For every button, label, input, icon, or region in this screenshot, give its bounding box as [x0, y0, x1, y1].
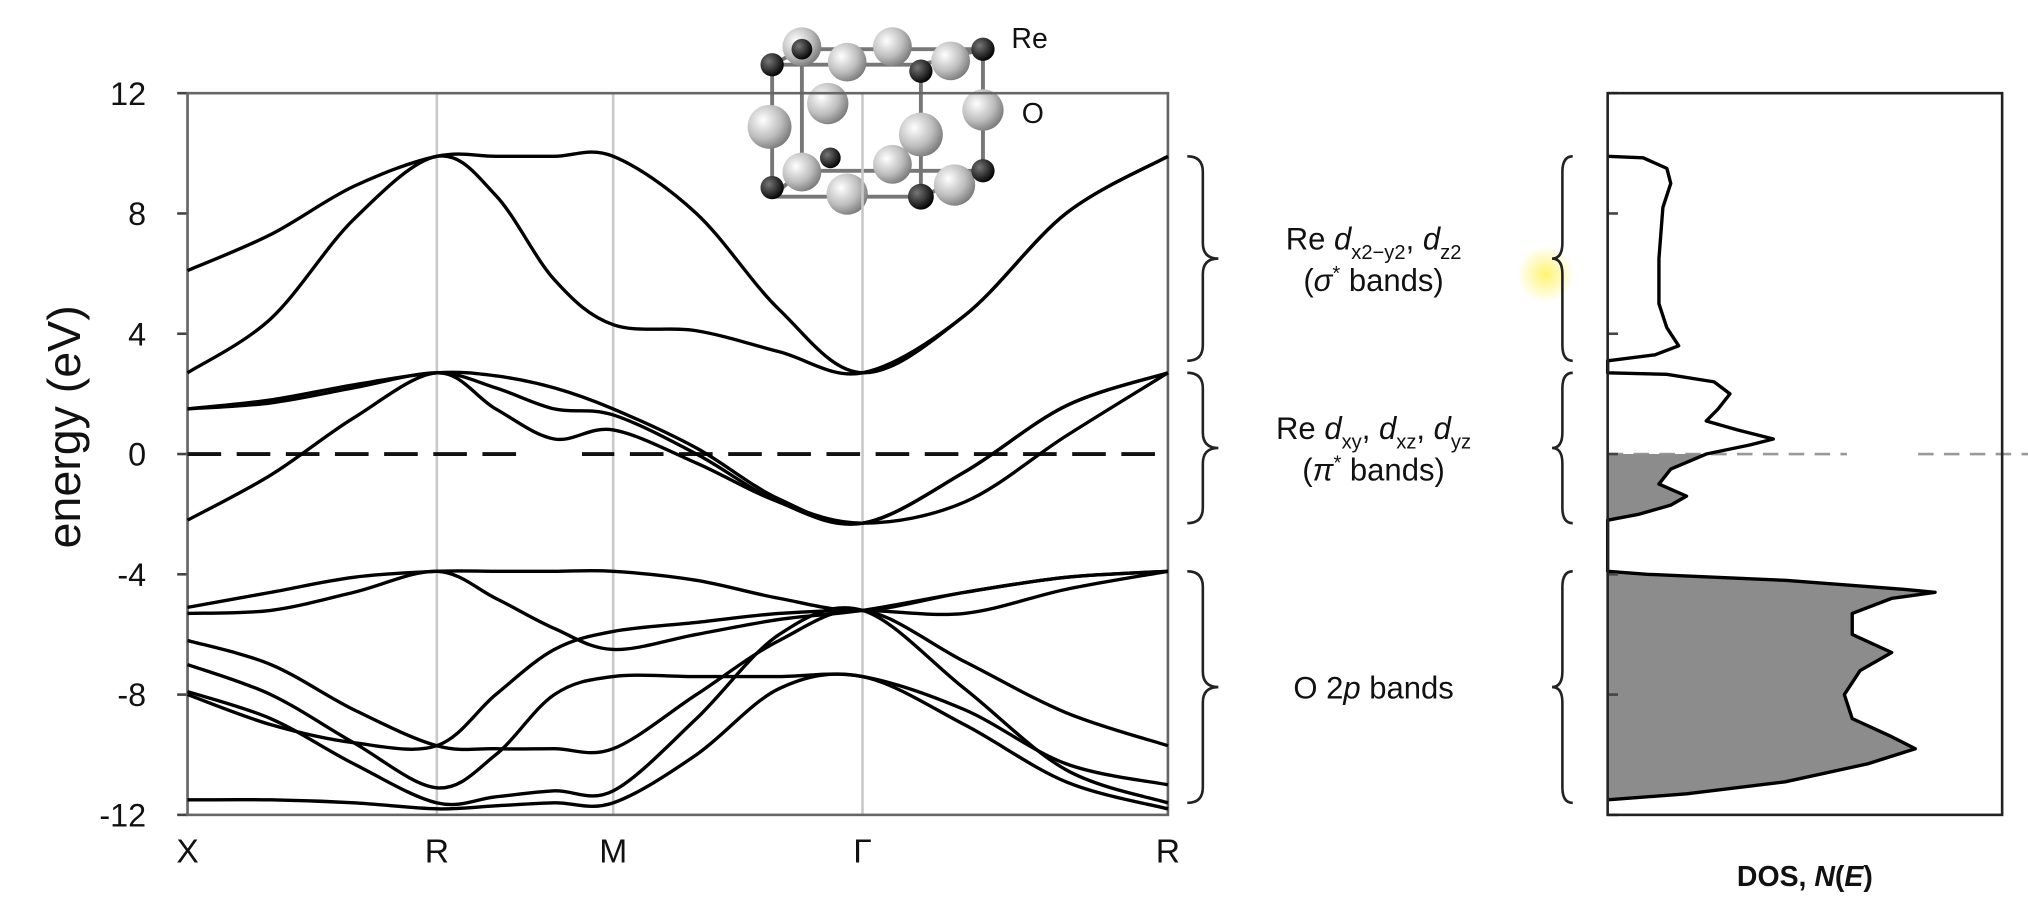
text-part: ) [1863, 861, 1872, 893]
y-tick-label: 0 [128, 437, 146, 473]
italic-part: d [1334, 222, 1353, 257]
text-part: ( [1303, 263, 1314, 298]
subscript: z2 [1440, 242, 1461, 264]
inset-label: O [1022, 98, 1044, 130]
x-tick-label: X [176, 834, 198, 871]
text-part: bands) [1340, 263, 1444, 298]
subscript: xy [1342, 431, 1363, 453]
italic-part: d [1379, 411, 1398, 446]
italic-part: d [1434, 411, 1453, 446]
subscript: yz [1451, 431, 1471, 453]
superscript: * [1333, 452, 1341, 474]
y-tick-label: 12 [110, 76, 146, 112]
italic-part: σ [1314, 263, 1334, 298]
x-tick-label: R [1156, 834, 1180, 871]
italic-part: E [1844, 861, 1864, 893]
band-annotation: (σ* bands) [1303, 263, 1443, 298]
italic-part: N [1814, 861, 1836, 893]
italic-part: d [1324, 411, 1343, 446]
inset-label: Re [1011, 23, 1047, 55]
x-axis-title: DOS, N(E) [1737, 861, 1873, 893]
y-axis-title: energy (eV) [38, 305, 90, 548]
text-part: , [1406, 222, 1423, 257]
italic-part: d [1423, 222, 1442, 257]
superscript: * [1332, 263, 1340, 285]
text-part: bands) [1341, 452, 1445, 487]
x-tick-label: Γ [853, 834, 872, 871]
y-tick-label: 4 [128, 316, 146, 352]
y-tick-label: -12 [99, 798, 146, 834]
subscript: x2−y2 [1351, 242, 1405, 264]
text-part: Re [1276, 411, 1324, 446]
text-part: , [1416, 411, 1433, 446]
cursor-highlight [1517, 246, 1574, 303]
y-tick-label: -4 [117, 557, 146, 593]
fermi-label-bg [1847, 431, 1909, 478]
band-annotation: (π* bands) [1302, 452, 1445, 487]
x-tick-label: M [599, 834, 627, 871]
italic-part: p [1342, 671, 1360, 706]
text-part: bands [1361, 671, 1454, 706]
italic-part: π [1313, 452, 1335, 487]
band-annotation: O 2p bands [1293, 671, 1453, 706]
text-part: , [1362, 411, 1379, 446]
text-part: Re [1286, 222, 1334, 257]
x-tick-label: R [425, 834, 449, 871]
y-tick-label: -8 [117, 677, 146, 713]
y-tick-label: 8 [128, 196, 146, 232]
text-part: DOS, [1737, 861, 1814, 893]
text-part: O 2 [1293, 671, 1343, 706]
band-structure-figure: Re O energy (eV) XRMΓR12840-4-8-12Re dx2… [0, 0, 2028, 899]
subscript: xz [1396, 431, 1416, 453]
